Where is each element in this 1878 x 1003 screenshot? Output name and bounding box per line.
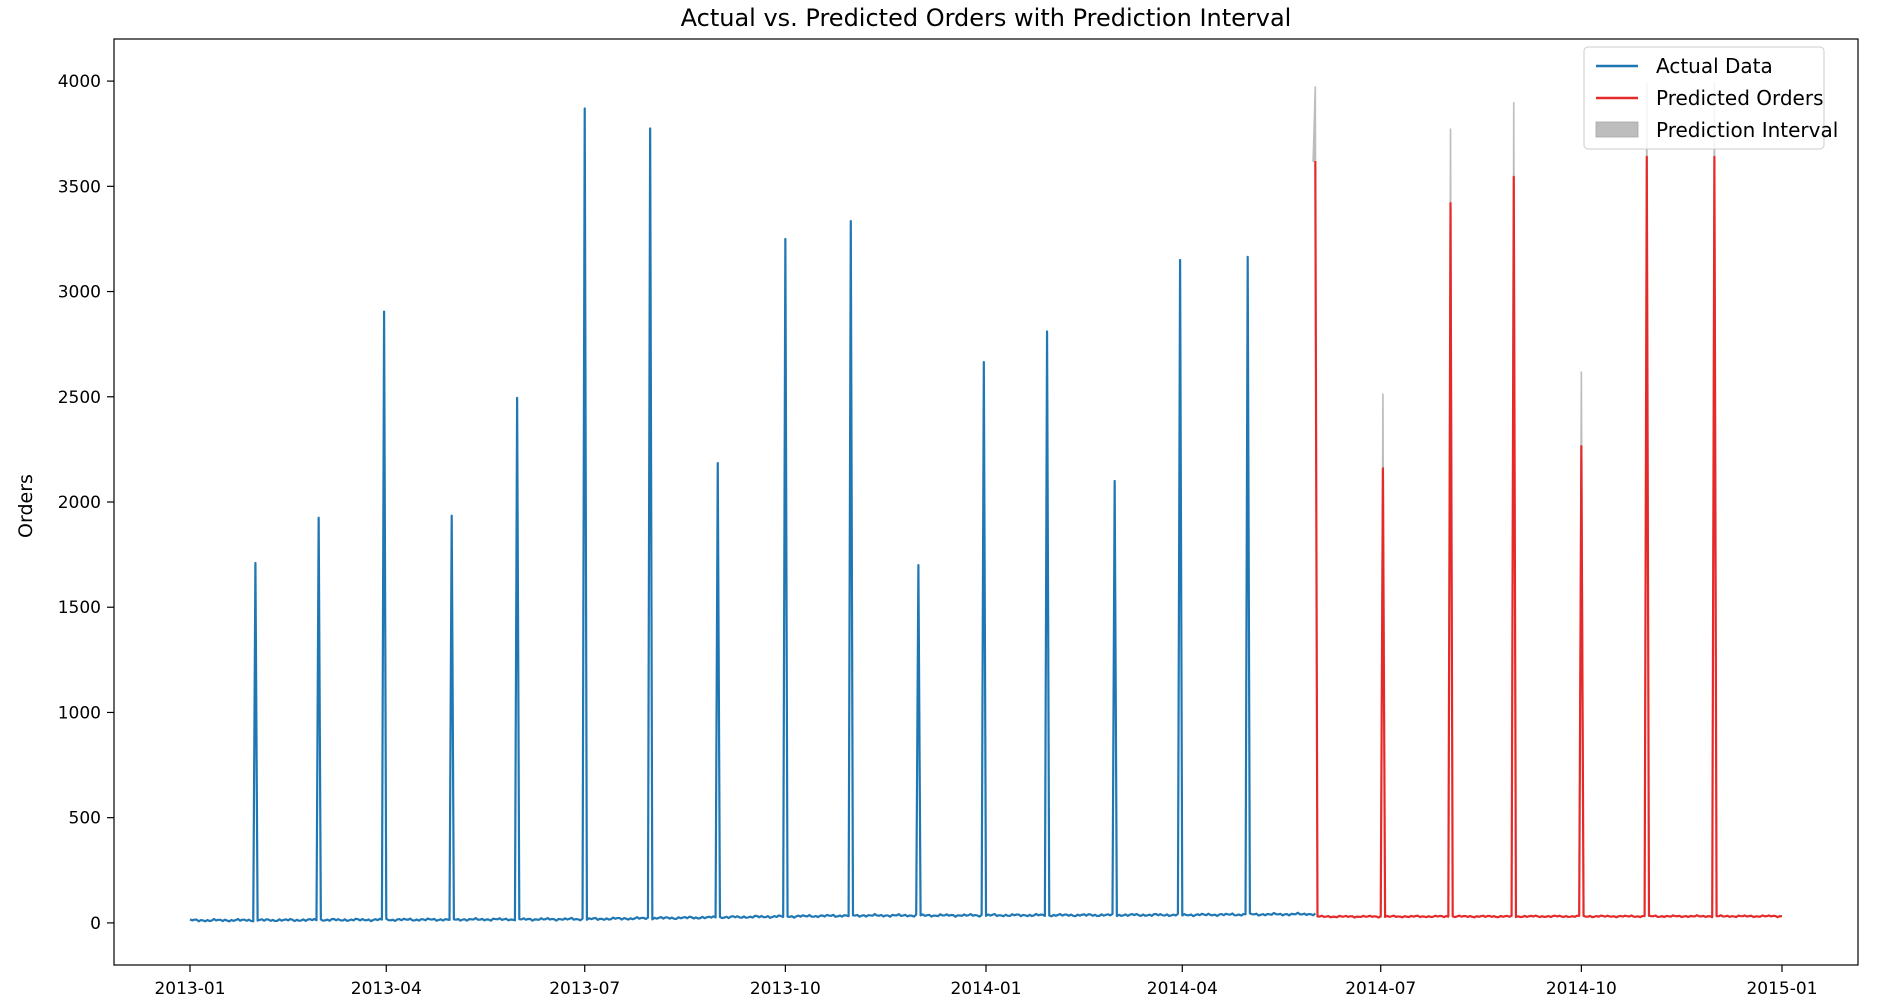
y-tick-label: 500 xyxy=(69,809,101,829)
actual-data-line xyxy=(189,107,1317,923)
x-tick-label: 2014-04 xyxy=(1147,979,1218,999)
x-tick-label: 2013-10 xyxy=(750,979,821,999)
y-tick-label: 3500 xyxy=(58,177,101,197)
y-tick-label: 4000 xyxy=(58,72,101,92)
prediction-interval-band xyxy=(1379,393,1386,919)
predicted-orders-line xyxy=(1314,155,1783,919)
y-tick-label: 1000 xyxy=(58,703,101,723)
y-axis-label: Orders xyxy=(15,474,37,538)
plot-area xyxy=(189,82,1783,923)
x-tick-label: 2013-07 xyxy=(549,979,620,999)
y-tick-label: 2500 xyxy=(58,388,101,408)
y-tick-label: 3000 xyxy=(58,283,101,303)
x-tick-label: 2014-01 xyxy=(950,979,1021,999)
prediction-interval-band xyxy=(1578,371,1585,918)
y-tick-label: 2000 xyxy=(58,493,101,513)
legend-prediction-interval-swatch xyxy=(1595,121,1639,138)
y-tick-label: 1500 xyxy=(58,598,101,618)
legend-prediction-interval-label: Prediction Interval xyxy=(1656,118,1838,142)
legend: Actual Data Predicted Orders Prediction … xyxy=(1583,46,1838,150)
prediction-interval-band xyxy=(1510,102,1517,919)
x-tick-label: 2014-10 xyxy=(1546,979,1617,999)
x-axis: 2013-01 2013-04 2013-07 2013-10 2014-01 2014-… xyxy=(154,965,1818,999)
y-axis: 0 500 1000 1500 2000 2500 3000 3500 4000 xyxy=(58,72,114,934)
y-tick-label: 0 xyxy=(90,914,101,934)
x-tick-label: 2013-04 xyxy=(351,979,422,999)
legend-actual-data-label: Actual Data xyxy=(1656,54,1773,78)
x-tick-label: 2014-07 xyxy=(1345,979,1416,999)
chart-title: Actual vs. Predicted Orders with Predict… xyxy=(681,4,1292,32)
prediction-interval-band xyxy=(1447,128,1454,918)
x-tick-label: 2015-01 xyxy=(1746,979,1817,999)
legend-predicted-orders-label: Predicted Orders xyxy=(1656,86,1824,110)
legend-box xyxy=(1583,46,1825,150)
x-tick-label: 2013-01 xyxy=(154,979,225,999)
